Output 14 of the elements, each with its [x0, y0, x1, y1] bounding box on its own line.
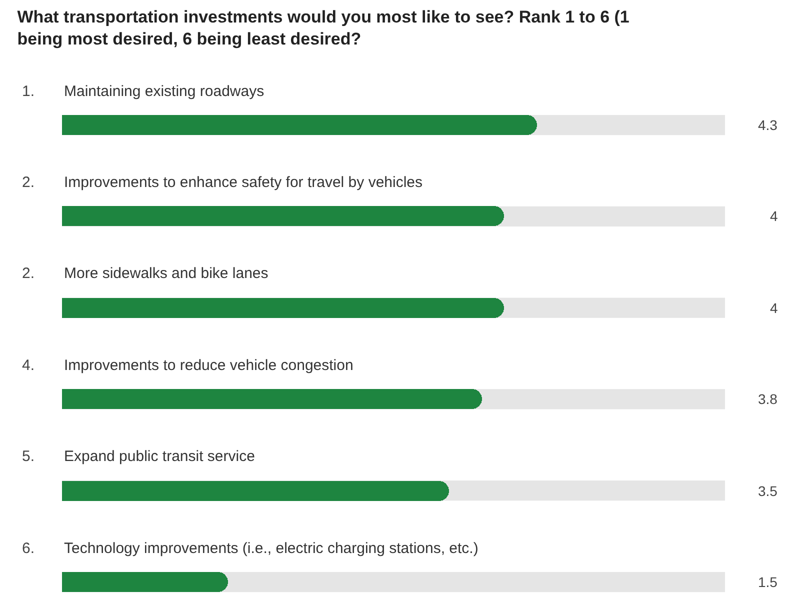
- data-label: 3.8: [758, 391, 778, 407]
- data-label: 1.5: [758, 574, 778, 590]
- category-label: 6. Technology improvements (i.e., electric charging stations, etc.): [22, 540, 478, 557]
- data-label: 3.5: [758, 483, 778, 499]
- category-label: 1. Maintaining existing roadways: [22, 83, 264, 100]
- category-label: 4. Improvements to reduce vehicle congestion: [22, 357, 354, 374]
- bar: [62, 572, 228, 592]
- data-label: 4: [770, 208, 778, 224]
- data-label: 4.3: [758, 117, 778, 133]
- data-label: 4: [770, 300, 778, 316]
- category-label: 2. More sidewalks and bike lanes: [22, 265, 268, 282]
- chart-title: What transportation investments would you most like to see? Rank 1 to 6 (1 being most desired, 6 being least desired?: [17, 8, 630, 49]
- category-label: 5. Expand public transit service: [22, 448, 255, 465]
- category-label: 2. Improvements to enhance safety for travel by vehicles: [22, 174, 423, 191]
